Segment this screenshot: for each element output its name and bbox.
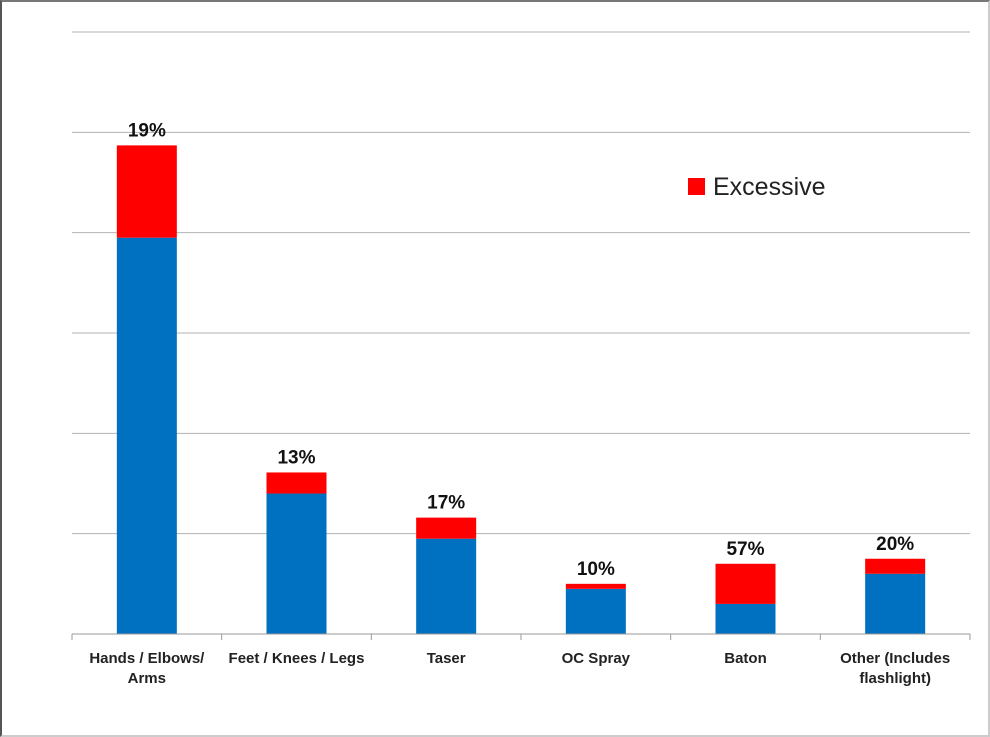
data-label: 19% [128, 120, 166, 141]
bar-excessive-5 [865, 558, 926, 574]
x-tick-label: OC Spray [562, 650, 631, 667]
legend-swatch [688, 178, 705, 195]
gridlines [72, 31, 970, 535]
bar-base-4 [715, 603, 776, 634]
x-tick-label: flashlight) [859, 670, 931, 687]
legend: Excessive [688, 173, 826, 201]
data-label: 57% [726, 539, 764, 560]
x-tick-label: Other (Includes [840, 650, 950, 667]
data-labels: 19% 13% 17% 10% 57% 20% [128, 120, 914, 579]
x-tick-labels: Hands / Elbows/Arms Feet / Knees / Legs Ta… [89, 650, 950, 687]
bars [116, 145, 926, 634]
bar-base-5 [865, 573, 926, 634]
bar-excessive-1 [266, 472, 327, 494]
x-tick-label: Baton [724, 650, 767, 667]
bar-excessive-3 [565, 583, 626, 589]
bar-excessive-4 [715, 563, 776, 604]
x-tick-label: Taser [427, 650, 466, 667]
bar-base-0 [116, 237, 177, 634]
bar-excessive-2 [416, 517, 477, 539]
data-label: 20% [876, 534, 914, 555]
x-tick-label: Arms [128, 670, 166, 687]
bar-excessive-0 [116, 145, 177, 238]
bar-base-3 [565, 588, 626, 634]
x-axis [71, 633, 971, 640]
bar-base-1 [266, 493, 327, 634]
bar-base-2 [416, 538, 477, 634]
data-label: 13% [277, 447, 315, 468]
data-label: 10% [577, 559, 615, 580]
legend-label: Excessive [713, 173, 826, 201]
data-label: 17% [427, 493, 465, 514]
x-tick-label: Hands / Elbows/ [89, 650, 205, 667]
x-tick-label: Feet / Knees / Legs [229, 650, 365, 667]
